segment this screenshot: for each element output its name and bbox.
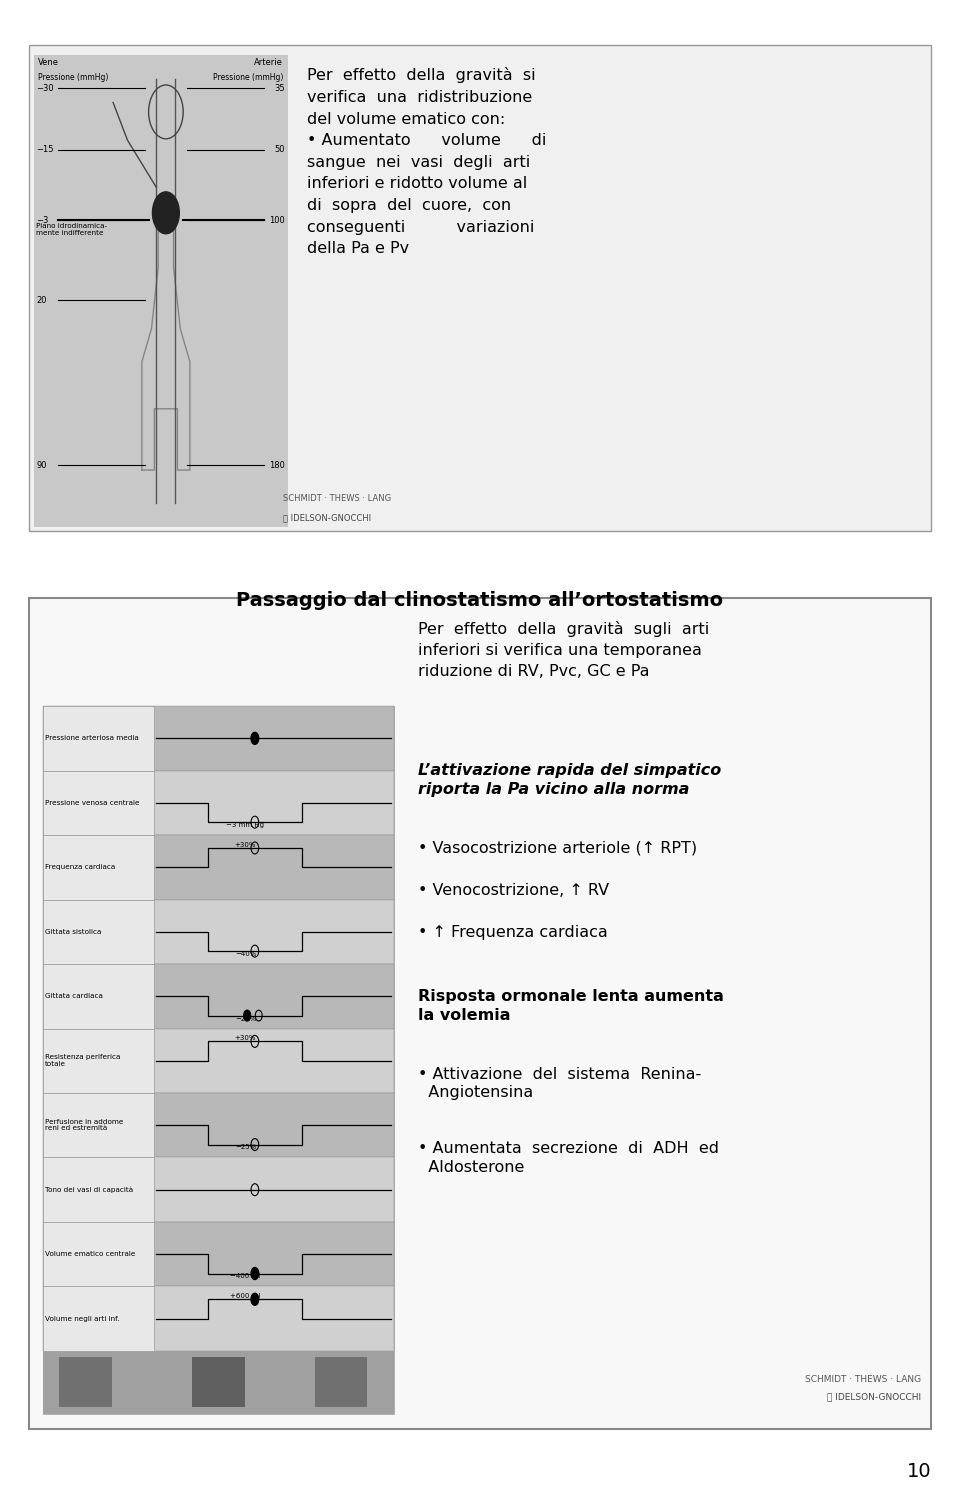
Bar xyxy=(43,1287,154,1351)
Bar xyxy=(43,899,154,963)
FancyBboxPatch shape xyxy=(43,706,394,1414)
Circle shape xyxy=(244,1010,251,1020)
Circle shape xyxy=(251,1294,258,1306)
FancyBboxPatch shape xyxy=(34,55,288,527)
Text: Volume negli arti inf.: Volume negli arti inf. xyxy=(45,1315,119,1321)
Text: Vene: Vene xyxy=(38,58,60,67)
Bar xyxy=(43,1094,154,1158)
Text: Passaggio dal clinostatismo all’ortostatismo: Passaggio dal clinostatismo all’ortostat… xyxy=(236,591,724,610)
Bar xyxy=(43,963,154,1029)
Text: Pressione venosa centrale: Pressione venosa centrale xyxy=(45,800,139,806)
Bar xyxy=(43,706,394,770)
Bar xyxy=(43,1351,394,1414)
Text: ⓖ IDELSON-GNOCCHI: ⓖ IDELSON-GNOCCHI xyxy=(283,513,372,522)
Text: Piano idrodinamica-
mente indifferente: Piano idrodinamica- mente indifferente xyxy=(36,223,108,236)
Bar xyxy=(43,770,394,835)
Bar xyxy=(43,1094,394,1158)
Text: • Aumentata  secrezione  di  ADH  ed
  Aldosterone: • Aumentata secrezione di ADH ed Aldoste… xyxy=(418,1141,719,1174)
Text: • ↑ Frequenza cardiaca: • ↑ Frequenza cardiaca xyxy=(418,925,608,939)
Bar xyxy=(43,835,394,899)
Text: +600 ml: +600 ml xyxy=(230,1294,261,1300)
Text: +30%: +30% xyxy=(235,842,256,848)
Bar xyxy=(43,963,394,1029)
Circle shape xyxy=(251,733,258,745)
Text: −15: −15 xyxy=(36,145,54,154)
Text: 10: 10 xyxy=(906,1462,931,1481)
Text: • Vasocostrizione arteriole (↑ RPT): • Vasocostrizione arteriole (↑ RPT) xyxy=(418,841,697,856)
Text: Perfusione in addome
reni ed estremità: Perfusione in addome reni ed estremità xyxy=(45,1119,124,1131)
Bar xyxy=(43,1029,394,1094)
Text: 35: 35 xyxy=(275,84,285,93)
Text: −25%: −25% xyxy=(235,1016,256,1022)
Bar xyxy=(43,1158,394,1222)
Text: Volume ematico centrale: Volume ematico centrale xyxy=(45,1251,135,1257)
Text: Risposta ormonale lenta aumenta
la volemia: Risposta ormonale lenta aumenta la volem… xyxy=(418,989,724,1023)
Text: Arterie: Arterie xyxy=(254,58,283,67)
FancyBboxPatch shape xyxy=(29,45,931,531)
Text: 50: 50 xyxy=(275,145,285,154)
Bar xyxy=(43,1222,394,1287)
Bar xyxy=(192,1357,245,1408)
Text: Gittata cardiaca: Gittata cardiaca xyxy=(45,993,103,999)
Text: Per  effetto  della  gravità  si
verifica  una  ridistribuzione
del volume emati: Per effetto della gravità si verifica un… xyxy=(307,67,546,256)
Text: −400 ml: −400 ml xyxy=(230,1273,260,1279)
Text: SCHMIDT · THEWS · LANG: SCHMIDT · THEWS · LANG xyxy=(283,494,392,503)
Circle shape xyxy=(153,191,180,233)
Text: Tono dei vasi di capacità: Tono dei vasi di capacità xyxy=(45,1186,133,1192)
Bar xyxy=(315,1357,368,1408)
Text: 180: 180 xyxy=(269,461,285,470)
Text: 100: 100 xyxy=(270,215,285,224)
Text: Pressione arteriosa media: Pressione arteriosa media xyxy=(45,736,139,742)
Bar xyxy=(43,706,154,770)
Text: Resistenza periferica
totale: Resistenza periferica totale xyxy=(45,1055,121,1067)
Text: Pressione (mmHg): Pressione (mmHg) xyxy=(38,73,108,82)
Text: Pressione (mmHg): Pressione (mmHg) xyxy=(213,73,283,82)
Bar xyxy=(43,1029,154,1094)
Text: SCHMIDT · THEWS · LANG: SCHMIDT · THEWS · LANG xyxy=(805,1375,922,1384)
Bar xyxy=(59,1357,111,1408)
Text: 20: 20 xyxy=(36,296,47,305)
Text: −40%: −40% xyxy=(235,951,256,957)
Circle shape xyxy=(251,1267,258,1279)
Text: Per  effetto  della  gravità  sugli  arti
inferiori si verifica una temporanea
r: Per effetto della gravità sugli arti inf… xyxy=(418,621,708,679)
Text: −25%: −25% xyxy=(235,1144,256,1150)
Bar xyxy=(43,899,394,963)
FancyBboxPatch shape xyxy=(29,598,931,1429)
Bar xyxy=(43,1287,394,1351)
Text: −30: −30 xyxy=(36,84,54,93)
Text: −3 mm Hg: −3 mm Hg xyxy=(227,823,265,829)
Text: • Venocostrizione, ↑ RV: • Venocostrizione, ↑ RV xyxy=(418,883,609,898)
Bar xyxy=(43,1158,154,1222)
Text: −3: −3 xyxy=(36,215,49,224)
Text: Gittata sistolica: Gittata sistolica xyxy=(45,929,102,935)
Text: ⓖ IDELSON-GNOCCHI: ⓖ IDELSON-GNOCCHI xyxy=(828,1393,922,1402)
Text: L’attivazione rapida del simpatico
riporta la Pa vicino alla norma: L’attivazione rapida del simpatico ripor… xyxy=(418,763,721,797)
Bar xyxy=(43,770,154,835)
Text: • Attivazione  del  sistema  Renina-
  Angiotensina: • Attivazione del sistema Renina- Angiot… xyxy=(418,1067,701,1100)
Text: +30%: +30% xyxy=(235,1035,256,1041)
Bar xyxy=(43,1222,154,1287)
Bar xyxy=(43,835,154,899)
Text: Frequenza cardiaca: Frequenza cardiaca xyxy=(45,865,115,871)
Text: 90: 90 xyxy=(36,461,47,470)
